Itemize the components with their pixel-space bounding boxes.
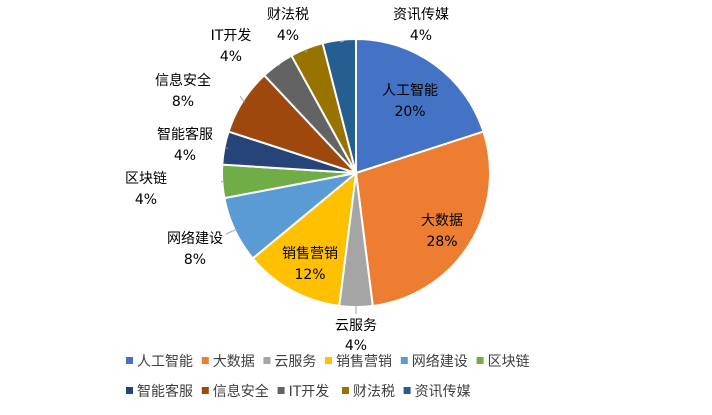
- legend-label: 智能客服: [137, 383, 193, 400]
- leader-line: [239, 95, 245, 103]
- slice-name-label: 财法税: [267, 7, 309, 23]
- slice-name-label: 网络建设: [167, 231, 223, 247]
- pie-slices: [220, 37, 491, 308]
- slice-name-label: IT开发: [211, 28, 252, 44]
- legend-label: 大数据: [213, 354, 255, 370]
- legend-swatch: [201, 387, 209, 394]
- slice-percent-label: 8%: [184, 252, 206, 268]
- slice-percent-label: 4%: [174, 148, 196, 164]
- slice-percent-label: 8%: [172, 94, 194, 110]
- legend-label: 资讯传媒: [415, 384, 471, 400]
- leader-line: [277, 63, 281, 67]
- legend-label: 人工智能: [137, 354, 193, 370]
- pie-slice-4: [251, 170, 358, 308]
- slice-percent-label: 28%: [426, 234, 457, 250]
- slice-name-label: 大数据: [421, 213, 463, 229]
- legend-label: IT开发: [289, 384, 330, 400]
- legend-swatch: [400, 357, 408, 364]
- slice-name-label: 资讯传媒: [393, 7, 449, 23]
- pie-slice-2: [354, 130, 491, 308]
- pie-slice-11: [321, 37, 357, 174]
- legend-label: 信息安全: [213, 383, 269, 400]
- slice-percent-label: 4%: [277, 28, 299, 44]
- legend-swatch: [403, 387, 411, 394]
- slice-percent-label: 4%: [135, 192, 157, 208]
- slice-percent-label: 12%: [294, 267, 325, 283]
- leader-line: [220, 180, 225, 183]
- slice-name-label: 区块链: [125, 171, 167, 187]
- legend-label: 财法税: [353, 384, 395, 400]
- legend-swatch: [126, 357, 133, 364]
- pie-slice-1: [355, 37, 485, 175]
- legend-swatch: [126, 387, 133, 394]
- legend-swatch: [201, 357, 209, 364]
- leader-line: [225, 228, 237, 235]
- legend-label: 区块链: [488, 354, 530, 370]
- slice-name-label: 销售营销: [282, 246, 338, 262]
- legend-swatch: [342, 387, 349, 394]
- leader-line: [339, 40, 345, 43]
- slice-name-label: 信息安全: [155, 72, 211, 89]
- slice-name-label: 云服务: [335, 318, 377, 334]
- legend-swatch: [476, 357, 484, 364]
- legend-swatch: [325, 357, 332, 364]
- slice-name-label: 人工智能: [382, 83, 438, 99]
- legend-label: 网络建设: [412, 354, 468, 370]
- slice-name-label: 智能客服: [157, 126, 213, 143]
- slice-labels: 人工智能 20% 大数据 28% 云服务 4% 销售营销 12% 网络建设 8% 区块链 4% 智能客服…: [125, 7, 463, 354]
- legend-swatch: [277, 387, 285, 394]
- legend-label: 云服务: [274, 354, 316, 370]
- slice-percent-label: 4%: [345, 338, 367, 354]
- leader-line: [304, 49, 308, 53]
- slice-percent-label: 4%: [220, 49, 242, 65]
- leader-lines: [220, 40, 357, 314]
- slice-percent-label: 20%: [394, 104, 425, 120]
- slice-percent-label: 4%: [410, 28, 432, 44]
- legend-swatch: [263, 357, 271, 364]
- legend-label: 销售营销: [336, 354, 392, 370]
